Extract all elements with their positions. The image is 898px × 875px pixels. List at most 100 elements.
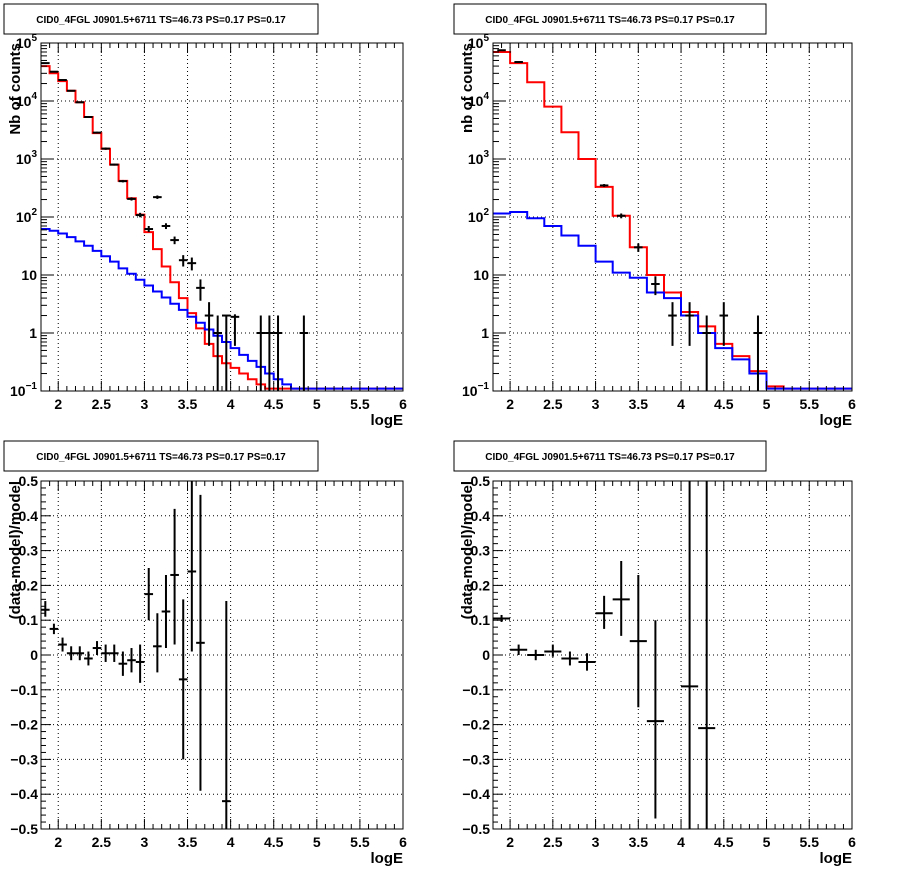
- data-point: [66, 646, 76, 661]
- y-tick-label: 0.5: [471, 473, 491, 489]
- data-point: [634, 243, 643, 252]
- data-point: [681, 481, 699, 829]
- y-tick-label: 10−1: [10, 381, 37, 399]
- data-point: [49, 623, 59, 635]
- data-point: [273, 315, 283, 391]
- data-point: [527, 649, 545, 661]
- x-tick-label: 3.5: [178, 396, 198, 412]
- data-point: [101, 147, 110, 150]
- data-point: [578, 653, 596, 671]
- y-tick-label: 0.4: [471, 508, 491, 524]
- data-point: [109, 644, 119, 662]
- data-point: [616, 213, 626, 219]
- model-histogram-2: [493, 211, 852, 390]
- data-point: [127, 648, 136, 673]
- data-point: [101, 644, 110, 662]
- data-point: [41, 601, 50, 617]
- x-tick-label: 3.5: [178, 834, 198, 850]
- x-tick-label: 2: [506, 396, 514, 412]
- x-tick-label: 3.5: [629, 396, 649, 412]
- x-tick-label: 2.5: [543, 834, 563, 850]
- data-point: [153, 613, 162, 673]
- y-tick-label: 0.3: [471, 543, 491, 559]
- y-tick-label: 105: [468, 33, 490, 51]
- y-tick-label: −0.2: [462, 717, 490, 733]
- chart-panel-3: CID0_4FGL J0901.5+6711 TS=46.73 PS=0.17 …: [3, 440, 407, 867]
- y-tick-label: −0.3: [10, 751, 38, 767]
- data-point: [178, 599, 188, 760]
- chart-title: CID0_4FGL J0901.5+6711 TS=46.73 PS=0.17 …: [36, 452, 286, 463]
- x-tick-label: 5: [763, 396, 771, 412]
- x-tick-label: 6: [399, 834, 407, 850]
- x-tick-label: 3: [592, 396, 600, 412]
- y-tick-label: 0: [482, 647, 490, 663]
- x-axis-label: logE: [820, 412, 853, 429]
- data-point: [544, 644, 562, 657]
- data-point: [222, 314, 231, 391]
- data-point: [153, 195, 162, 199]
- x-tick-label: 3: [592, 834, 600, 850]
- x-tick-label: 4.5: [264, 834, 284, 850]
- data-point: [144, 568, 154, 621]
- y-tick-label: −0.1: [462, 682, 490, 698]
- data-point: [92, 641, 102, 655]
- y-tick-label: −0.5: [10, 821, 38, 837]
- y-tick-label: −0.4: [10, 786, 38, 802]
- data-point: [497, 49, 506, 52]
- data-point: [58, 79, 67, 82]
- y-tick-label: 103: [16, 149, 38, 167]
- x-tick-label: 5.5: [800, 834, 820, 850]
- data-point: [196, 494, 205, 791]
- data-point: [144, 225, 154, 233]
- y-tick-label: 104: [16, 91, 38, 109]
- chart-panel-4: CID0_4FGL J0901.5+6711 TS=46.73 PS=0.17 …: [453, 440, 856, 867]
- y-axis-label: nb of counts: [459, 43, 476, 133]
- data-point: [170, 508, 179, 645]
- y-tick-label: 0.5: [19, 473, 39, 489]
- y-tick-label: 0.2: [19, 577, 39, 593]
- chart-title-box: [453, 440, 767, 472]
- data-point: [161, 574, 171, 649]
- x-tick-label: 5: [763, 834, 771, 850]
- x-axis-label: logE: [371, 412, 404, 429]
- x-tick-label: 6: [848, 396, 856, 412]
- x-tick-label: 4.5: [714, 834, 734, 850]
- chart-title-box: [453, 3, 767, 35]
- y-tick-label: 0.1: [471, 612, 491, 628]
- data-point: [256, 315, 266, 391]
- data-point: [49, 70, 59, 73]
- y-tick-label: 0.2: [471, 577, 491, 593]
- x-tick-label: 5.5: [350, 396, 370, 412]
- x-tick-label: 2: [506, 834, 514, 850]
- y-tick-label: 1: [481, 325, 489, 341]
- x-axis-label: logE: [371, 850, 404, 867]
- data-point: [514, 61, 523, 64]
- data-point: [561, 651, 579, 666]
- y-tick-label: 0: [30, 647, 38, 663]
- data-point: [92, 131, 102, 134]
- data-point: [510, 644, 528, 655]
- data-point: [118, 651, 128, 676]
- x-tick-label: 2: [54, 834, 62, 850]
- plot-frame: [492, 480, 853, 830]
- y-tick-label: −0.5: [462, 821, 490, 837]
- data-point: [698, 481, 716, 829]
- data-point: [75, 101, 85, 104]
- x-tick-label: 2.5: [92, 834, 112, 850]
- data-point: [135, 212, 145, 218]
- data-point: [75, 646, 85, 661]
- y-tick-label: −0.1: [10, 682, 38, 698]
- data-point: [66, 89, 76, 92]
- data-point: [161, 223, 171, 230]
- y-tick-label: 104: [468, 91, 490, 109]
- data-point: [187, 481, 197, 652]
- data-point: [135, 644, 145, 683]
- data-point: [651, 276, 660, 296]
- chart-panel-2: CID0_4FGL J0901.5+6711 TS=46.73 PS=0.17 …: [453, 3, 856, 429]
- data-point: [109, 163, 119, 166]
- data-point: [178, 255, 188, 267]
- chart-title: CID0_4FGL J0901.5+6711 TS=46.73 PS=0.17 …: [36, 15, 286, 26]
- y-tick-label: −0.2: [10, 717, 38, 733]
- x-tick-label: 4: [677, 834, 685, 850]
